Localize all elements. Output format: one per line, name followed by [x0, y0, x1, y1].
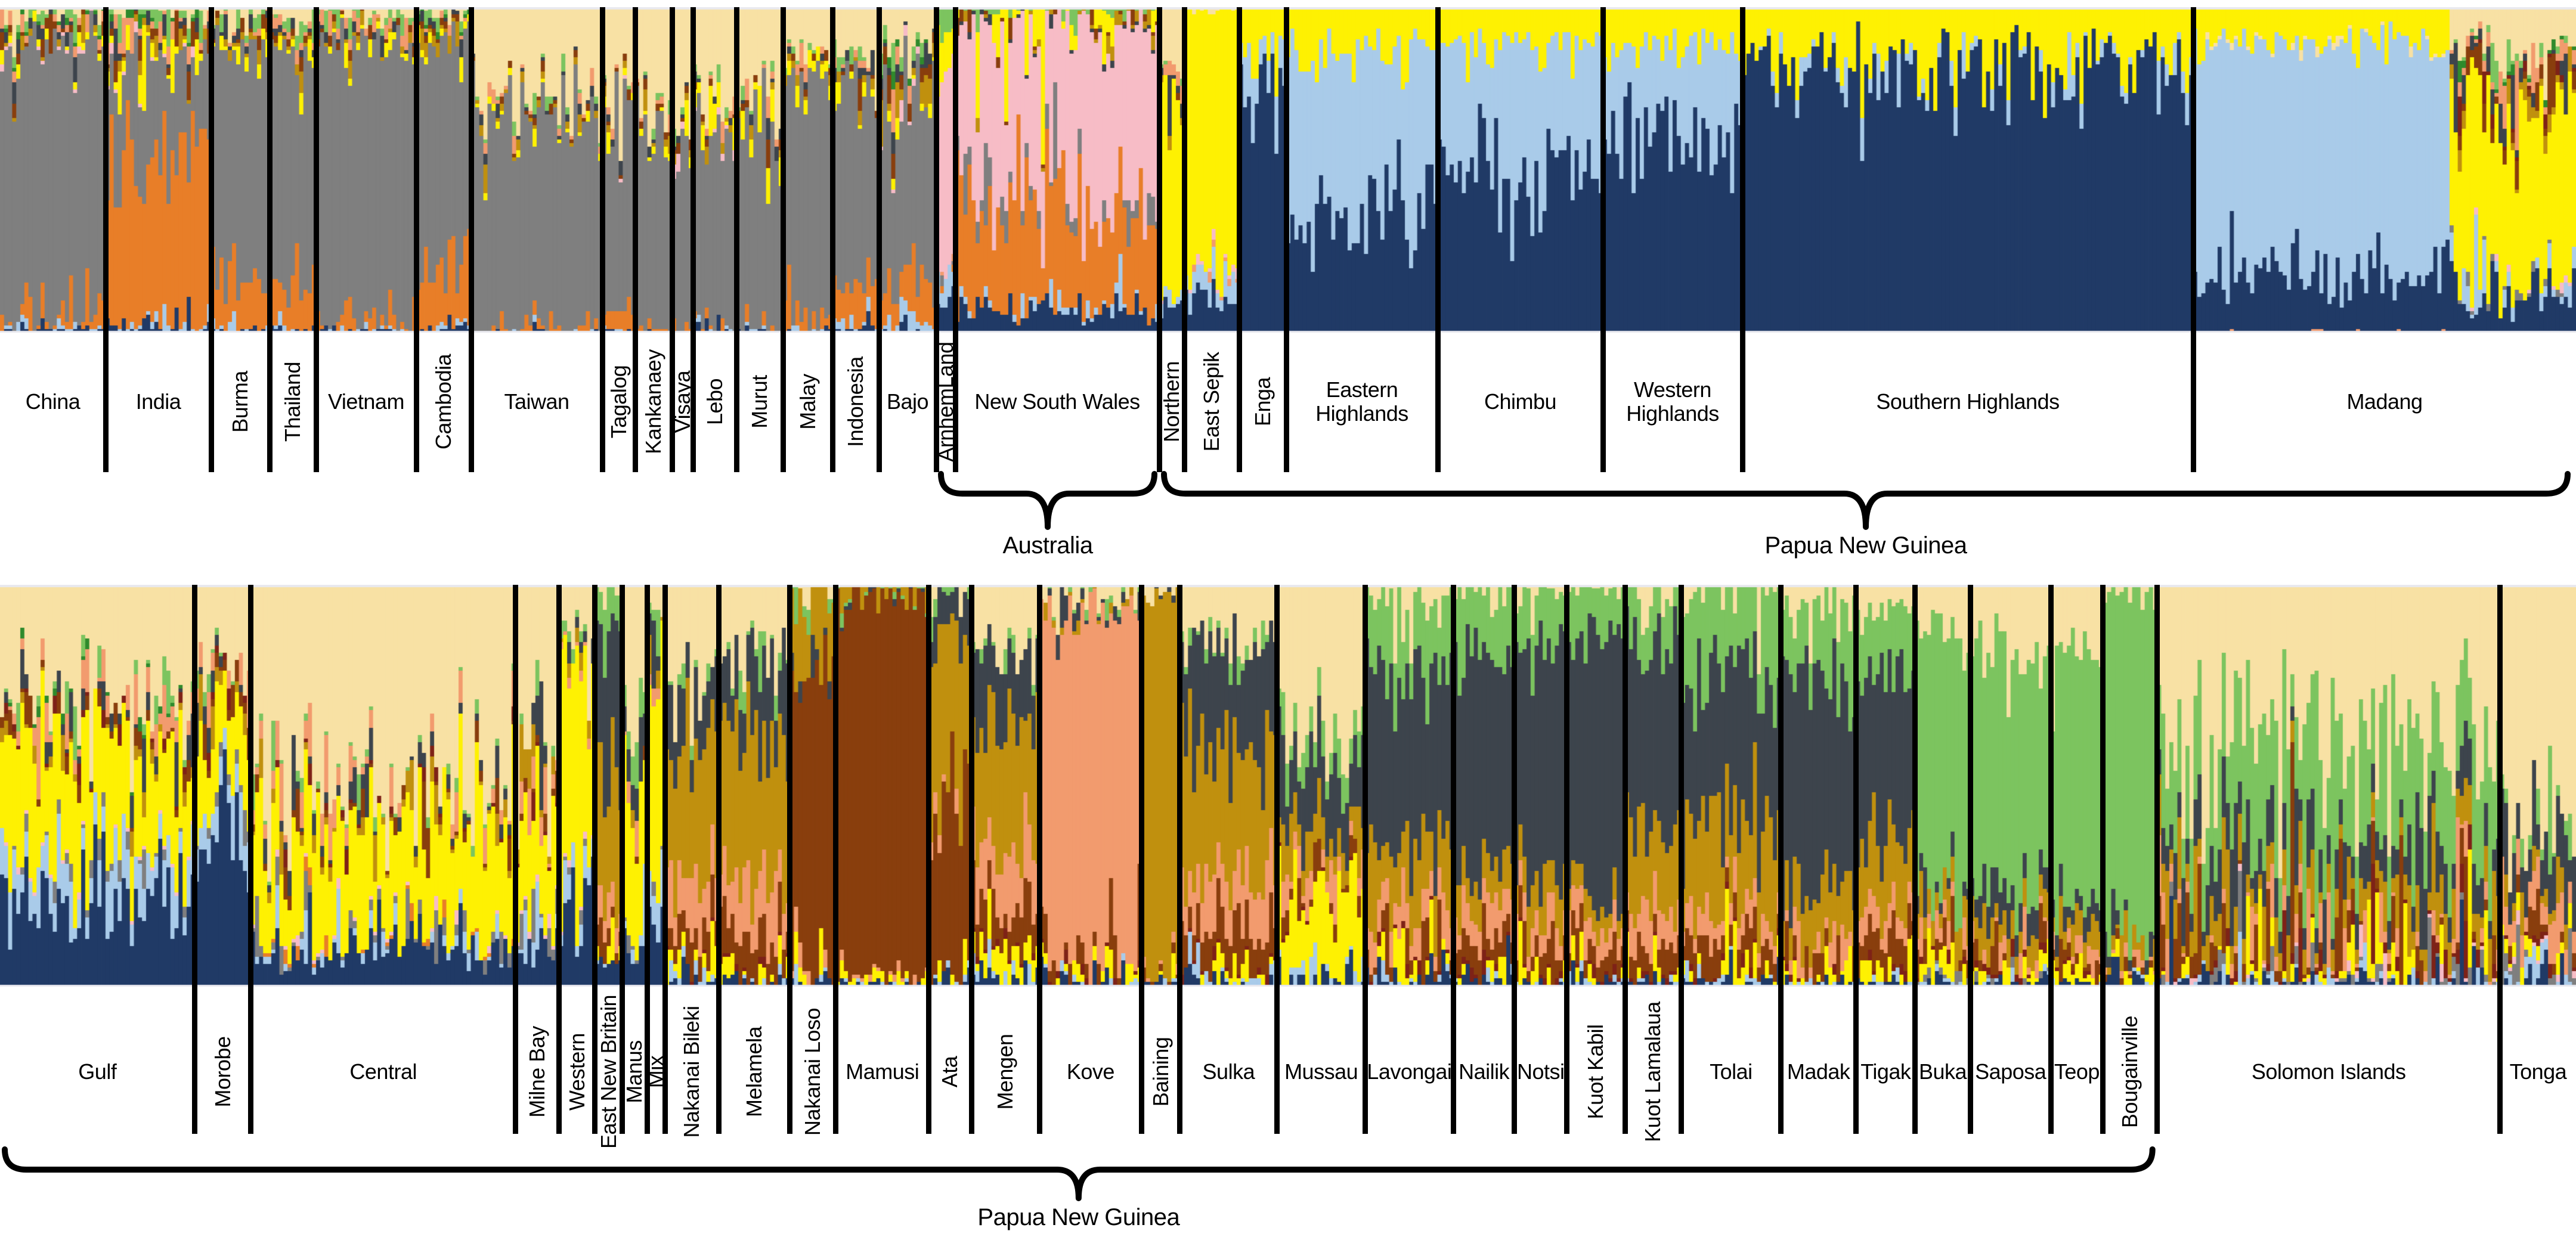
population-label: Murut — [747, 375, 772, 429]
region-brace-label: Papua New Guinea — [977, 1204, 1180, 1230]
population-label: Madak — [1787, 1059, 1850, 1084]
population-label: Tolai — [1710, 1059, 1753, 1084]
population-label: Saposa — [1975, 1059, 2046, 1084]
population-label: Mamusi — [846, 1059, 919, 1084]
population-label: East New Britain — [596, 994, 621, 1149]
population-label: Nakanai Bileki — [679, 1006, 704, 1138]
population-label: Madang — [2346, 389, 2423, 414]
population-label: Lebo — [702, 378, 727, 426]
population-label: Melamela — [741, 1026, 766, 1118]
population-label: Baining — [1148, 1037, 1173, 1107]
region-brace-label: Australia — [1002, 532, 1093, 559]
population-label: Visaya — [670, 370, 695, 433]
population-label: Southern Highlands — [1876, 389, 2060, 414]
population-label: Cambodia — [431, 354, 456, 450]
population-label: Bougainville — [2117, 1015, 2142, 1128]
region-brace — [2, 1146, 2156, 1201]
population-label: Western — [564, 1033, 589, 1111]
population-label: Mix — [643, 1055, 668, 1089]
population-label: Teop — [2054, 1059, 2100, 1084]
population-label: Kove — [1066, 1059, 1115, 1084]
population-label: Bajo — [886, 389, 929, 414]
population-label: Vietnam — [328, 389, 404, 414]
population-label: Buka — [1919, 1059, 1967, 1084]
region-brace-label: Papua New Guinea — [1764, 532, 1967, 559]
population-label: Morobe — [210, 1036, 235, 1108]
population-label: China — [25, 389, 80, 414]
admixture-row-bottom-canvas — [0, 585, 2576, 987]
population-label: Notsi — [1517, 1059, 1565, 1084]
population-label: Lavongai — [1367, 1059, 1452, 1084]
population-label: Mengen — [992, 1034, 1017, 1110]
population-label: Eastern Highlands — [1315, 377, 1408, 426]
population-label: Northern — [1159, 361, 1184, 443]
population-label: Kankanaey — [640, 349, 665, 454]
population-label: Kuot Kabil — [1583, 1024, 1608, 1120]
population-label: New South Wales — [974, 389, 1140, 414]
population-label: Kuot Lamalaua — [1640, 1002, 1665, 1142]
population-label: Manus — [622, 1040, 647, 1103]
population-label: Nailik — [1459, 1059, 1510, 1084]
population-label: Milne Bay — [525, 1026, 549, 1118]
population-label: Indonesia — [843, 356, 868, 447]
admixture-row-top-canvas — [0, 7, 2576, 333]
population-label: Mussau — [1284, 1059, 1358, 1084]
population-label: Ata — [937, 1056, 962, 1088]
population-label: Chimbu — [1484, 389, 1557, 414]
population-label: Central — [349, 1059, 417, 1084]
region-brace — [938, 471, 1157, 530]
population-label: East Sepik — [1199, 352, 1224, 452]
population-label: Sulka — [1202, 1059, 1255, 1084]
population-label: ArnhemLand — [933, 342, 958, 462]
population-label: India — [135, 389, 181, 414]
population-label: Tigak — [1860, 1059, 1911, 1084]
population-label: Nakanai Loso — [800, 1007, 825, 1136]
population-label: Thailand — [280, 361, 305, 442]
population-label: Solomon Islands — [2251, 1059, 2406, 1084]
population-label: Burma — [227, 371, 252, 433]
population-label: Tagalog — [606, 365, 631, 439]
region-brace — [1161, 471, 2571, 530]
population-label: Western Highlands — [1626, 377, 1719, 426]
population-label: Tonga — [2509, 1059, 2567, 1084]
population-label: Taiwan — [504, 389, 569, 414]
population-label: Enga — [1250, 377, 1275, 427]
population-label: Malay — [795, 374, 820, 430]
population-label: Gulf — [78, 1059, 117, 1084]
